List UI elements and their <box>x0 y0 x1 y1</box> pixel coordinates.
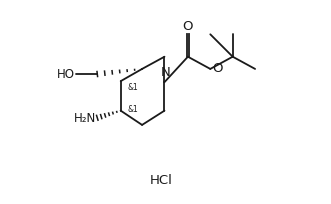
Text: HO: HO <box>57 68 75 81</box>
Text: HCl: HCl <box>150 174 173 186</box>
Text: H₂N: H₂N <box>74 111 96 124</box>
Text: O: O <box>212 62 222 75</box>
Text: &1: &1 <box>128 104 139 113</box>
Text: O: O <box>183 20 193 32</box>
Text: N: N <box>161 66 170 79</box>
Text: &1: &1 <box>128 83 139 92</box>
